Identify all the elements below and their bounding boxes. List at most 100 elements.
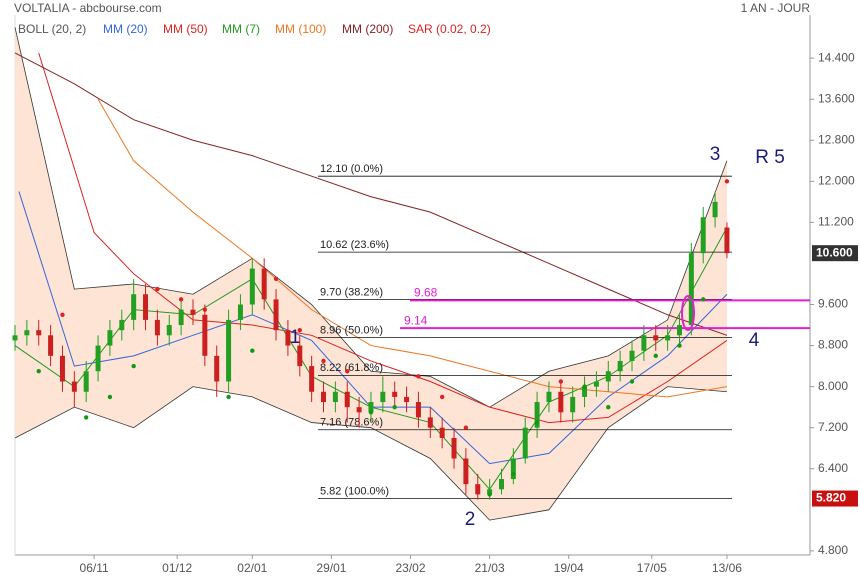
horizontal-line-label: 9.68 [414,286,438,300]
annotation: 2 [465,509,476,530]
moving-average [38,52,728,424]
x-tick-label: 17/05 [637,561,667,575]
candle-body [48,335,54,356]
candle-body [558,391,564,413]
candle-body [178,309,184,326]
candle-body [226,319,232,382]
candle-body [249,268,255,305]
candle-body [605,371,611,382]
candle-body [653,335,659,341]
candle-body [356,407,362,413]
candle-body [700,217,706,254]
x-tick-label: 19/04 [554,561,584,575]
fib-label: 10.62 (23.6%) [320,239,389,251]
legend-entry: BOLL (20, 2) [18,22,86,36]
candle-body [202,314,208,356]
legend-entry: MM (7) [222,22,260,36]
candle-body [190,309,196,315]
candle-body [261,268,267,300]
candle-body [12,335,18,341]
sar-dot [677,343,682,348]
x-tick-label: 29/01 [316,561,346,575]
candle-body [36,330,42,336]
candle-body [546,391,552,403]
candle-body [510,458,516,480]
x-tick-label: 01/12 [162,561,192,575]
candle-body [71,381,77,392]
sar-dot [439,394,445,400]
sar-dot [345,369,350,374]
candle-body [463,458,469,485]
moving-average [97,98,728,398]
moving-average [14,52,728,336]
candle-body [593,381,599,387]
candle-body [297,345,303,367]
candle-body [24,330,30,336]
candle-body [712,201,718,218]
y-tick-label: 12.000 [818,173,855,187]
candle-body [59,355,65,382]
sar-dot [178,297,184,302]
candle-body [498,479,504,490]
sar-dot [653,353,658,359]
y-tick-label: 14.400 [818,50,855,64]
fib-label: 8.96 (50.0%) [320,324,383,336]
sar-dot [107,394,113,400]
sar-dot [297,327,302,333]
candle-body [83,371,89,392]
candle-body [344,391,350,408]
candle-body [332,391,338,403]
candle-body [522,427,528,459]
legend-entry: MM (50) [163,22,208,36]
fib-label: 7.16 (78.6%) [320,417,383,429]
band-fill [15,27,727,521]
sar-dot [202,307,208,312]
price-box [812,490,858,507]
price-label: 5.820 [816,491,846,505]
candle-body [629,350,635,361]
candle-body [415,402,421,418]
period: 1 AN - JOUR [741,1,811,15]
annotation: R 5 [755,147,785,168]
candle-body [427,417,433,428]
candle-body [439,427,445,438]
x-tick-label: 21/03 [475,561,505,575]
sar-dot [250,348,255,353]
candle-body [404,396,410,403]
sar-dot [226,394,231,400]
candle-body [166,325,172,336]
candle-body [107,330,113,346]
annotation: 3 [710,144,721,165]
candle-body [321,391,327,403]
candle-body [368,402,374,413]
x-tick-label: 23/02 [396,561,426,575]
legend-entry: MM (20) [103,22,148,36]
fib-label: 9.70 (38.2%) [320,286,383,298]
legend-entry: SAR (0.02, 0.2) [408,22,491,36]
highlight-ellipse [681,295,695,331]
y-tick-label: 9.600 [818,297,848,311]
candle-body [380,391,386,403]
sar-dot [701,297,706,302]
y-tick-label: 4.800 [818,543,848,557]
horizontal-line-label: 9.14 [404,313,428,327]
annotation: 4 [749,330,760,351]
y-tick-label: 12.800 [818,132,855,146]
legend-entry: MM (100) [275,22,326,36]
candle-body [724,227,730,254]
sar-dot [392,404,397,410]
candle-body [676,325,682,336]
sar-dot [629,379,635,384]
fib-label: 8.22 (61.8%) [320,362,383,374]
sar-dot [368,410,374,415]
candle-body [131,294,137,320]
candle-body [214,355,220,382]
sar-dot [606,404,611,410]
fib-label: 5.82 (100.0%) [320,485,389,497]
x-tick-label: 13/06 [712,561,742,575]
candle-body [487,489,493,495]
candle-body [617,360,623,372]
sar-dot [487,492,492,497]
fib-label: 12.10 (0.0%) [320,163,383,175]
